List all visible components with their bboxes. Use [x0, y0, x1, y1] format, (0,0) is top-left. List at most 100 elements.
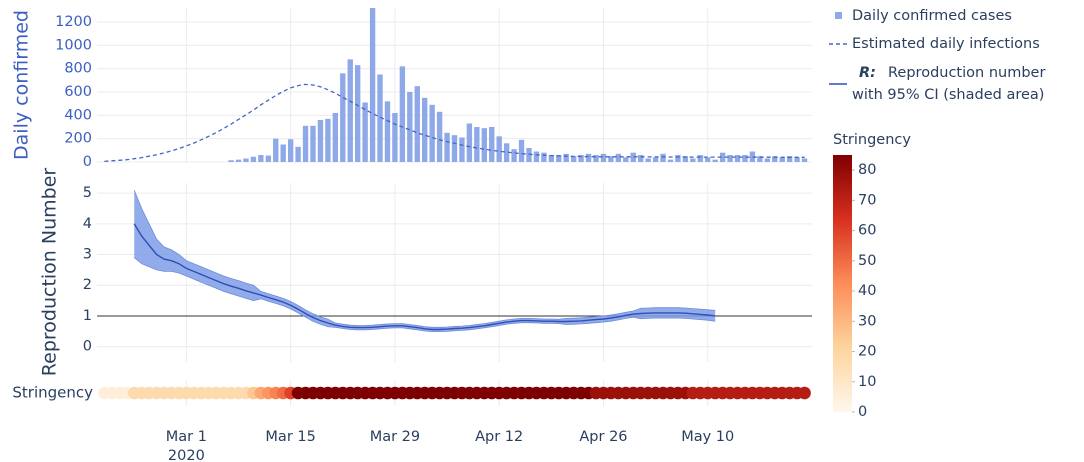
- bar: [585, 153, 592, 162]
- x-tick-label: Mar 1: [166, 429, 207, 445]
- y-tick-label: 0: [83, 339, 92, 355]
- x-year-label: 2020: [168, 448, 205, 462]
- bar: [466, 123, 473, 162]
- bar: [243, 158, 249, 162]
- bar: [444, 132, 450, 162]
- y-tick-label: 1: [83, 308, 92, 324]
- colorbar-tick-label: 20: [858, 344, 876, 360]
- colorbar-tick-label: 0: [858, 404, 867, 420]
- y-tick-label: 0: [83, 154, 92, 170]
- y-tick-label: 4: [83, 216, 92, 232]
- bar: [347, 59, 353, 163]
- bar: [250, 156, 257, 162]
- bar: [675, 155, 681, 162]
- bar: [533, 151, 540, 162]
- bar: [325, 118, 331, 162]
- bar: [265, 155, 271, 162]
- bar: [295, 146, 301, 162]
- bar: [660, 153, 666, 162]
- bar: [630, 152, 636, 162]
- colorbar-tick-label: 60: [858, 223, 876, 239]
- bar: [712, 159, 718, 162]
- ci-band: [134, 190, 716, 332]
- colorbar-tick-label: 40: [858, 283, 876, 299]
- bar: [280, 144, 286, 162]
- bar: [258, 155, 264, 162]
- bar: [608, 156, 614, 162]
- bar: [600, 153, 607, 162]
- colorbar-tick-label: 50: [858, 253, 876, 269]
- x-tick-label: May 10: [681, 429, 734, 445]
- bar: [422, 97, 428, 162]
- bar: [548, 155, 555, 162]
- y-tick-label: 1000: [55, 37, 92, 53]
- y-tick-label: 200: [64, 131, 92, 147]
- bar: [705, 157, 711, 162]
- bar: [518, 139, 525, 162]
- bar: [727, 155, 733, 162]
- bar: [474, 127, 480, 162]
- bar: [682, 156, 689, 162]
- bar: [317, 120, 324, 162]
- bar: [690, 158, 696, 162]
- legend-label: Daily confirmed cases: [852, 8, 1012, 24]
- colorbar-tick-label: 80: [858, 162, 876, 178]
- colorbar-tick-label: 70: [858, 192, 876, 208]
- bar: [436, 111, 443, 162]
- bar: [332, 113, 339, 162]
- ci-upper: [133, 189, 716, 328]
- y-tick-label: 2: [83, 277, 92, 293]
- y-tick-label: 5: [83, 185, 92, 201]
- bar: [615, 153, 622, 162]
- bar: [302, 125, 309, 162]
- bar: [235, 159, 242, 162]
- bar: [645, 158, 651, 162]
- bar: [503, 143, 510, 162]
- bar: [407, 92, 413, 162]
- colorbar-tick-label: 10: [858, 374, 876, 390]
- y-tick-label: 3: [83, 247, 92, 263]
- bar: [273, 138, 279, 162]
- stringency-dot: [798, 386, 811, 400]
- bar: [719, 152, 726, 162]
- bar: [399, 66, 406, 162]
- x-tick-label: Apr 26: [579, 429, 627, 445]
- bar: [392, 113, 398, 162]
- ci-lower: [133, 257, 716, 332]
- bar: [667, 159, 674, 162]
- bar: [541, 152, 547, 162]
- bar: [734, 155, 741, 162]
- legend-symbol: R:: [859, 65, 876, 81]
- bar: [384, 101, 391, 162]
- x-tick-label: Mar 15: [265, 429, 315, 445]
- bar: [801, 158, 808, 162]
- bar: [489, 127, 495, 162]
- bar: [362, 102, 368, 162]
- bar: [556, 155, 562, 162]
- legend-swatch: [835, 12, 842, 19]
- y-axis-title: Stringency: [12, 384, 93, 402]
- bar: [786, 156, 793, 162]
- bar: [779, 157, 785, 162]
- bar: [310, 125, 316, 162]
- x-tick-label: Apr 12: [475, 429, 523, 445]
- y-axis-title: Reproduction Number: [39, 168, 61, 377]
- bar: [496, 136, 502, 162]
- bar: [481, 128, 487, 162]
- bar: [578, 155, 584, 162]
- legend-label: Estimated daily infections: [852, 36, 1040, 52]
- bar: [772, 156, 778, 162]
- bar: [764, 158, 770, 162]
- y-axis-title: Daily confirmed: [11, 10, 33, 160]
- x-tick-label: Mar 29: [370, 429, 420, 445]
- legend-label: Reproduction number: [888, 65, 1045, 81]
- bar: [623, 157, 629, 162]
- r-line: [133, 223, 716, 331]
- bar: [749, 151, 756, 162]
- bar: [429, 104, 435, 162]
- bar: [794, 157, 800, 162]
- y-tick-label: 800: [64, 61, 92, 77]
- colorbar-title: Stringency: [833, 132, 911, 148]
- bar: [354, 65, 361, 162]
- bar: [369, 8, 376, 162]
